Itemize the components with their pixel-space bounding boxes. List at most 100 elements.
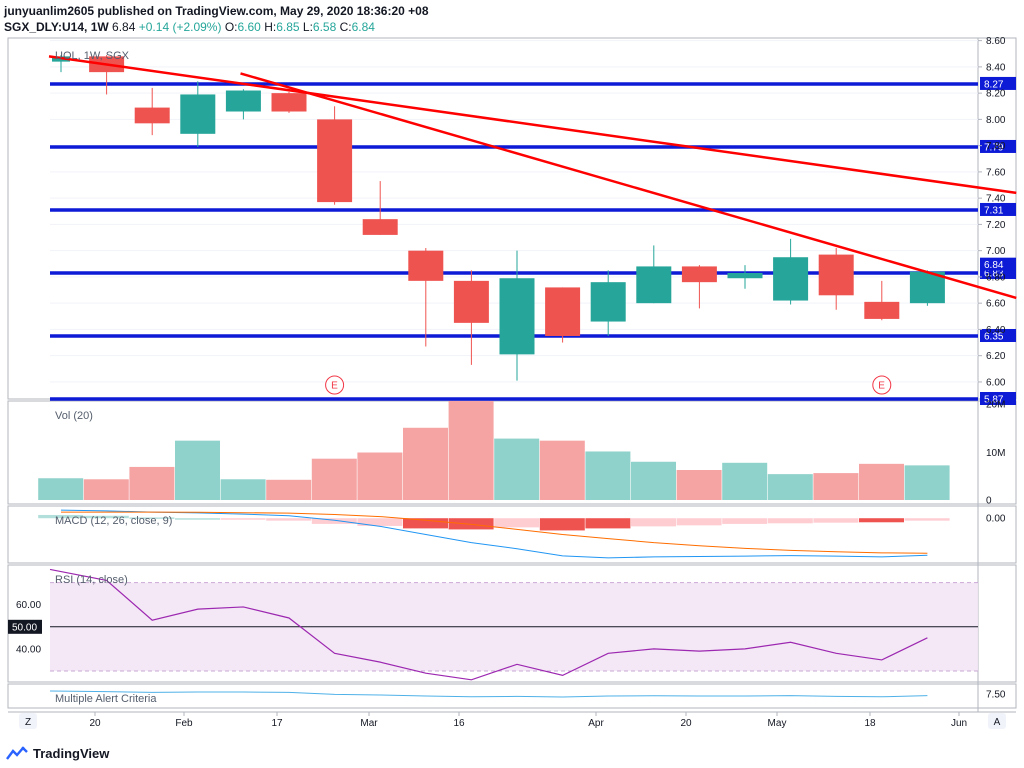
alert-tick-label: 7.50	[986, 690, 1006, 701]
publish-line: junyuanlim2605 published on TradingView.…	[4, 4, 429, 18]
candles[interactable]	[52, 55, 945, 381]
price-tick-label: 8.60	[986, 36, 1006, 47]
earnings-marker-icon	[872, 375, 892, 395]
last-price: 6.84	[112, 20, 136, 34]
macd-histogram-bar	[220, 518, 266, 520]
price-tick-label: 8.40	[986, 62, 1006, 73]
axis-button-a[interactable]	[988, 713, 1006, 729]
volume-bar	[403, 427, 448, 500]
candle-body	[864, 301, 900, 319]
time-tick-label: 16	[453, 718, 465, 729]
open-label: O:	[224, 20, 238, 34]
candle-body	[453, 280, 489, 323]
tradingview-brand: TradingView	[33, 745, 110, 761]
price-tick-label: 7.40	[986, 194, 1006, 205]
macd-histogram-bar	[311, 518, 357, 524]
time-tick-label: 20	[89, 718, 101, 729]
macd-histogram-bar	[722, 518, 768, 524]
symbol-label: SGX_DLY:U14, 1W	[4, 20, 109, 34]
price-tick-label: 6.40	[986, 325, 1006, 336]
tradingview-footer[interactable]: TradingView	[6, 743, 109, 763]
candle-body	[317, 119, 353, 203]
high-label: H:	[264, 20, 277, 34]
close-label: C:	[339, 20, 352, 34]
panel-labels: UOL, 1W, SGX Vol (20) MACD (12, 26, close,…	[55, 50, 172, 705]
volume-bar	[175, 440, 220, 500]
price-change: +0.14 (+2.09%)	[138, 20, 222, 34]
time-tick-label: Apr	[588, 718, 604, 729]
volume-tick-label: 20M	[986, 400, 1005, 411]
time-tick-label: 17	[271, 718, 283, 729]
volume-bar	[311, 458, 357, 500]
price-tick-label: 7.20	[986, 220, 1006, 231]
open-value: 6.60	[237, 20, 261, 34]
axis-button-label: Z	[25, 717, 31, 728]
volume-bar	[494, 438, 540, 500]
axes[interactable]: 8.60 8.40 8.20 8.00 7.80 7.60 7.40 7.20 7.00 6.80…	[16, 36, 1006, 729]
volume-tick-label: 0	[986, 496, 992, 507]
rsi-tick-label: 60.00	[16, 600, 41, 611]
price-tick-label: 7.60	[986, 167, 1006, 178]
volume-tick-label: 10M	[986, 448, 1005, 459]
trendline	[240, 72, 1017, 300]
candle-body	[271, 93, 307, 112]
trendlines[interactable]	[48, 55, 1017, 300]
time-tick-label: Mar	[360, 718, 378, 729]
low-label: L:	[302, 20, 313, 34]
macd-histogram-bar	[859, 518, 904, 523]
candle-body	[225, 90, 261, 112]
rsi-tick-label: 40.00	[16, 644, 41, 655]
candle-body	[590, 282, 626, 322]
price-tick-label: 6.60	[986, 299, 1006, 310]
macd-histogram-bar	[403, 518, 448, 529]
rsi-panel[interactable]: 50.00	[8, 568, 978, 681]
horizontal-level-label: 8.27	[984, 79, 1004, 90]
horizontal-level-tag	[980, 328, 1016, 342]
ohlc-line: SGX_DLY:U14, 1W 6.84 +0.14 (+2.09%) O:6.…	[4, 19, 1014, 35]
volume-bar	[676, 470, 722, 500]
volume-panel[interactable]	[38, 401, 950, 500]
axis-button-z[interactable]	[19, 713, 37, 729]
volume-bar	[220, 479, 266, 500]
rsi-title: RSI (14, close)	[55, 574, 128, 586]
candle-body	[134, 107, 170, 124]
macd-histogram-bar	[266, 518, 312, 521]
volume-title: Vol (20)	[55, 410, 93, 422]
alert-panel[interactable]	[49, 690, 928, 698]
volume-bar	[904, 465, 950, 500]
volume-bar	[722, 462, 768, 500]
macd-histogram-bar	[494, 518, 540, 528]
close-value: 6.84	[351, 20, 375, 34]
candle-body	[408, 250, 444, 281]
macd-panel[interactable]	[38, 509, 950, 559]
tradingview-logo-icon	[6, 746, 28, 760]
earnings-marker-label: E	[878, 381, 885, 392]
last-price-label: 6.84	[984, 260, 1004, 271]
time-tick-label: 20	[680, 718, 692, 729]
horizontal-level-label: 6.83	[984, 268, 1004, 279]
high-value: 6.85	[276, 20, 300, 34]
candle-body	[545, 287, 581, 336]
chart-header: junyuanlim2605 published on TradingView.…	[4, 3, 1014, 35]
candle-body	[681, 266, 717, 283]
macd-histogram-bar	[357, 518, 403, 526]
macd-histogram-bar	[83, 515, 129, 519]
horizontal-level-label: 6.35	[984, 331, 1004, 342]
horizontal-level-label: 5.87	[984, 395, 1004, 406]
volume-bar	[631, 461, 676, 500]
time-tick-label: Jun	[951, 718, 967, 729]
price-tick-label: 6.20	[986, 351, 1006, 362]
trendline	[48, 55, 1017, 195]
macd-histogram-bar	[767, 518, 813, 524]
candle-body	[362, 219, 398, 235]
candle-body	[636, 266, 672, 304]
volume-bar	[859, 463, 904, 500]
horizontal-level-tag	[980, 202, 1016, 216]
volume-bar	[129, 466, 175, 500]
rsi-mid-tag	[8, 619, 42, 634]
axis-button-label: A	[994, 717, 1001, 728]
macd-histogram-bar	[539, 518, 585, 531]
volume-bar	[585, 451, 631, 500]
